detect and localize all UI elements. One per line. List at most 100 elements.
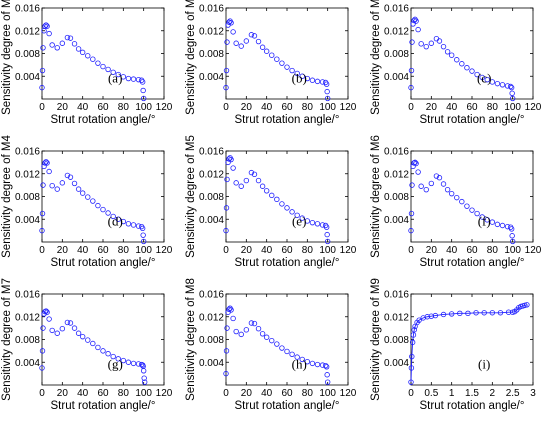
data-point (444, 49, 451, 55)
data-point (49, 42, 55, 48)
x-tick-label: 120 (156, 102, 173, 113)
y-tick-label: 0.008 (199, 192, 224, 203)
data-point (469, 207, 475, 213)
x-tick-label: 1 (449, 388, 455, 399)
data-point (299, 356, 305, 363)
data-point (100, 63, 106, 70)
data-point (469, 68, 475, 74)
data-point (125, 221, 132, 227)
x-tick-label: 60 (466, 102, 478, 113)
data-point (110, 353, 116, 360)
data-point (43, 22, 49, 28)
data-point (448, 190, 455, 197)
data-point (49, 182, 55, 189)
data-point (497, 310, 504, 316)
x-tick-label: 20 (426, 245, 438, 256)
x-tick-label: 20 (57, 245, 69, 256)
data-point (481, 310, 487, 316)
data-point (411, 327, 417, 333)
data-point (59, 40, 66, 46)
x-tick-label: 40 (77, 245, 89, 256)
y-tick-label: 0.004 (199, 358, 224, 369)
x-tick-label: 0 (408, 388, 414, 399)
data-point (473, 310, 479, 316)
data-point (448, 52, 455, 58)
chart-panel: 0 20 40 60 80 100 120 0.004 0.008 0.012 0.016 Strut… (370, 0, 542, 126)
data-point (230, 165, 236, 171)
data-point (243, 177, 250, 184)
data-point (323, 81, 330, 87)
y-tick-label: 0.008 (15, 192, 40, 203)
data-point (424, 314, 430, 320)
x-tick-label: 60 (97, 102, 109, 113)
x-tick-label: 120 (340, 245, 357, 256)
data-point (140, 95, 147, 102)
data-point (39, 227, 45, 234)
data-point (49, 327, 55, 334)
data-point (432, 312, 439, 319)
data-point (67, 320, 74, 326)
panel-label: (b) (292, 71, 307, 86)
y-tick-label: 0.016 (199, 290, 224, 301)
data-point (440, 311, 447, 318)
y-tick-label: 0.012 (15, 169, 40, 180)
x-tick-label: 60 (466, 245, 478, 256)
data-point (494, 221, 501, 228)
x-tick-label: 40 (261, 245, 273, 256)
data-point (140, 368, 147, 374)
data-point (251, 33, 258, 39)
data-point (54, 186, 60, 192)
data-point (263, 48, 270, 54)
data-point (494, 80, 501, 87)
data-point (115, 216, 121, 222)
data-point (324, 95, 331, 102)
data-point (454, 194, 460, 201)
data-point (269, 52, 275, 58)
data-point (42, 160, 48, 166)
data-point (46, 316, 52, 322)
data-point (120, 218, 127, 225)
data-point (43, 308, 49, 314)
data-point (230, 315, 236, 322)
data-point (464, 203, 470, 209)
data-point (444, 186, 451, 193)
data-point (100, 206, 106, 213)
x-tick-label: 60 (281, 245, 293, 256)
data-point (54, 45, 60, 51)
data-point (233, 180, 239, 186)
data-point (41, 163, 47, 170)
x-axis-label: Strut rotation angle/° (51, 400, 156, 412)
data-point (433, 173, 440, 179)
data-point (410, 21, 416, 27)
y-tick-label: 0.004 (15, 358, 40, 369)
x-tick-label: 100 (319, 245, 336, 256)
data-point (309, 360, 316, 367)
data-point (130, 360, 137, 367)
x-tick-label: 80 (118, 245, 130, 256)
data-point (323, 224, 330, 230)
data-point (105, 66, 111, 73)
data-point (299, 215, 305, 221)
data-point (224, 39, 230, 45)
y-tick-label: 0.008 (199, 49, 224, 60)
data-point (71, 180, 78, 187)
x-axis-label: Strut rotation angle/° (420, 114, 525, 126)
data-point (324, 231, 330, 238)
data-point (289, 67, 295, 74)
plot-area (410, 150, 534, 243)
x-axis-label: Strut rotation angle/° (420, 257, 525, 269)
data-point (323, 364, 330, 370)
data-point (408, 379, 414, 385)
data-point (279, 345, 285, 351)
y-tick-label: 0.004 (199, 72, 224, 83)
y-tick-label: 0.016 (15, 4, 40, 15)
data-point (139, 225, 146, 232)
data-point (509, 95, 516, 102)
data-point (125, 75, 132, 82)
data-point (448, 311, 455, 317)
x-tick-label: 40 (77, 388, 89, 399)
data-point (410, 332, 417, 338)
x-tick-label: 40 (77, 102, 89, 113)
data-point (408, 67, 415, 74)
data-point (413, 160, 419, 167)
